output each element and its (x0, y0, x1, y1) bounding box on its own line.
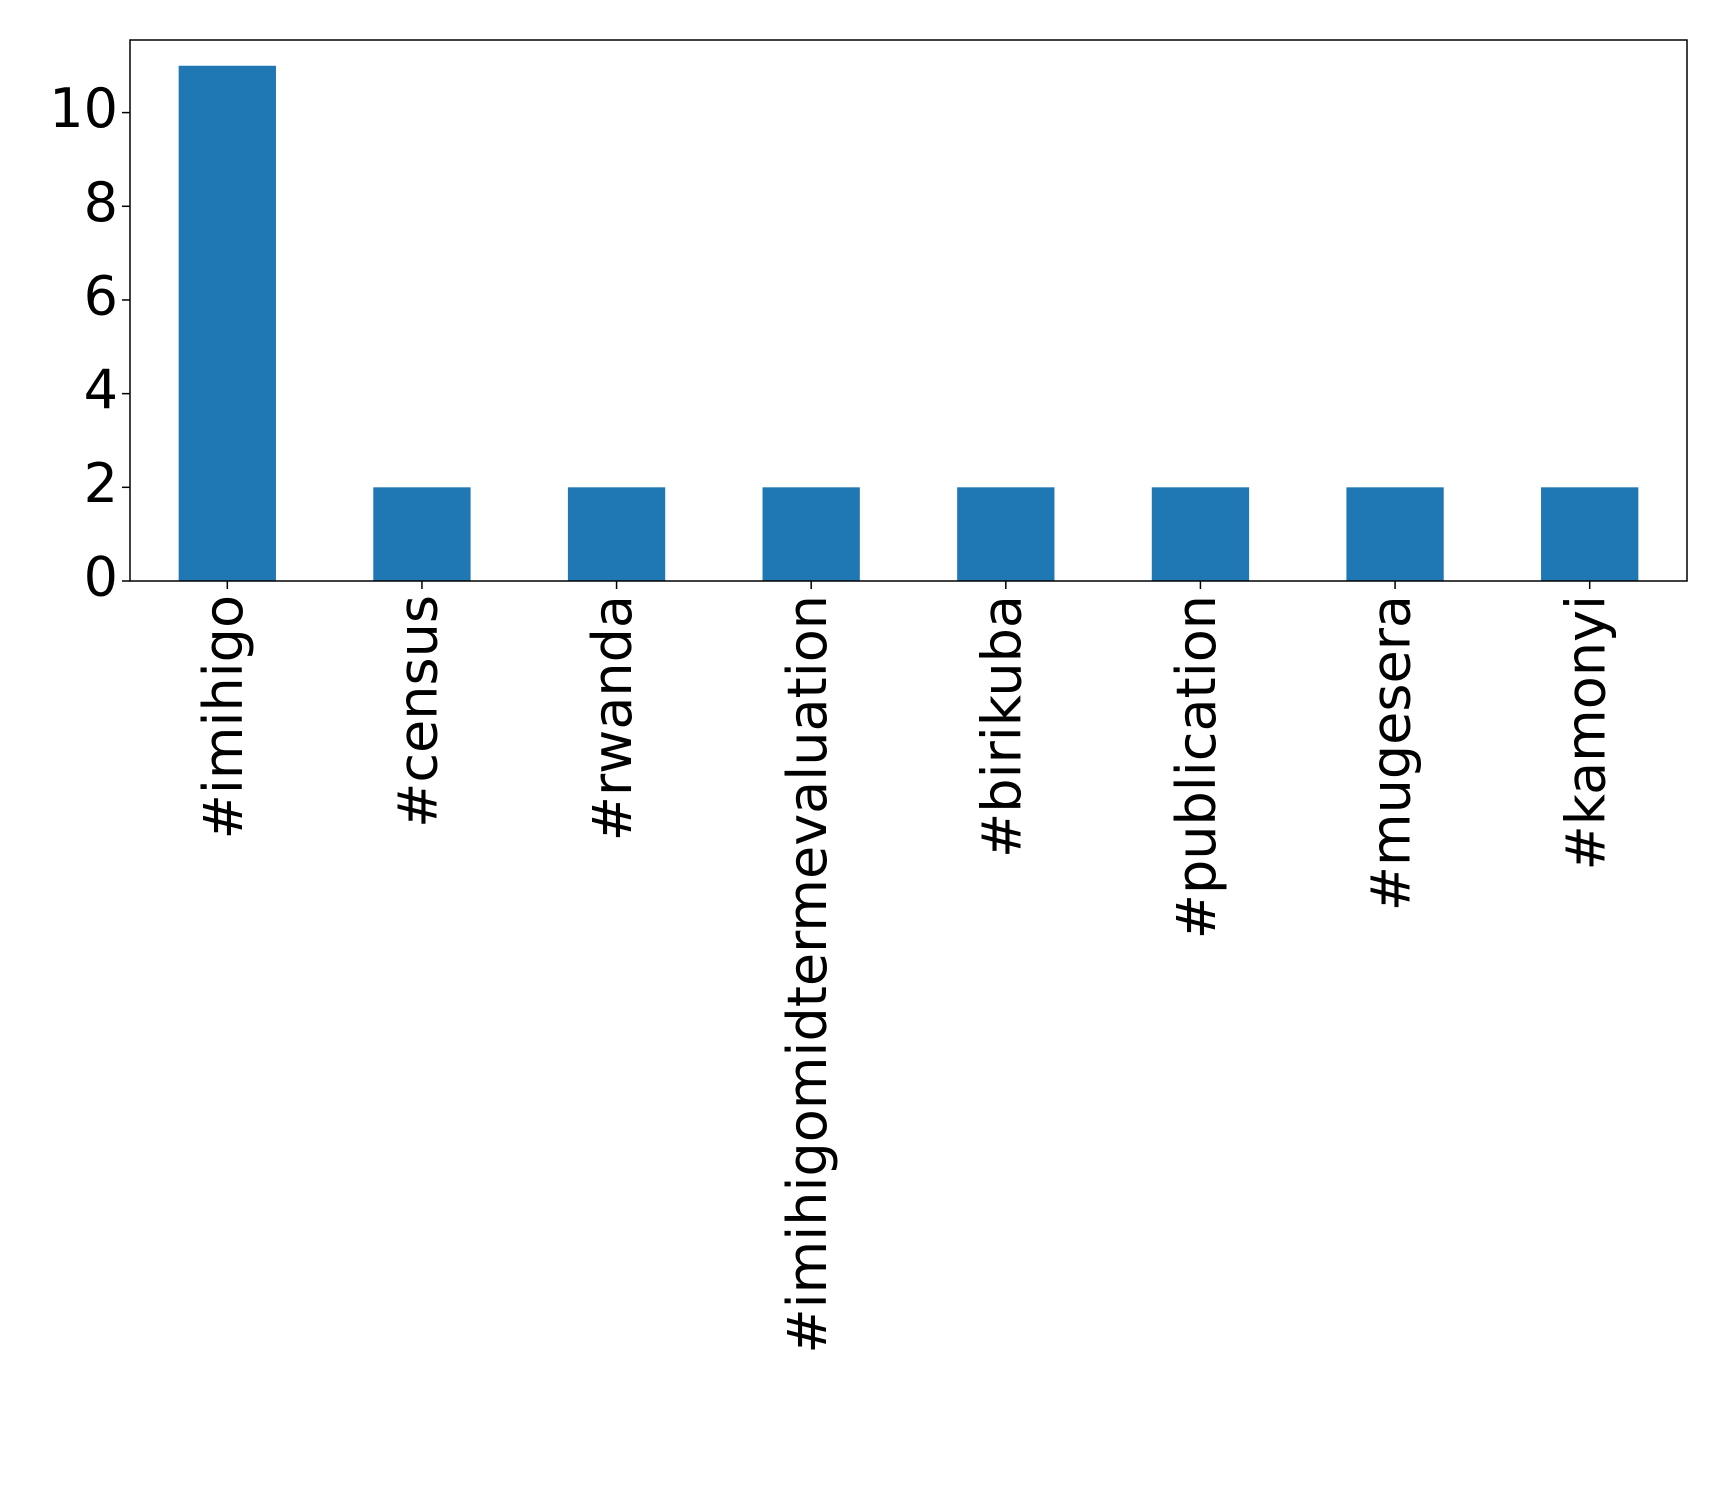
y-tick-label: 8 (84, 171, 118, 234)
bar (178, 65, 276, 581)
x-tick-label: #imihigo (192, 595, 255, 839)
bar (567, 487, 666, 581)
y-tick-label: 0 (84, 546, 118, 609)
x-tick-label: #rwanda (581, 595, 644, 841)
x-tick-label: #mugesera (1360, 595, 1423, 911)
y-tick-label: 2 (84, 452, 118, 515)
y-tick-label: 10 (49, 77, 118, 140)
y-tick-label: 6 (84, 265, 118, 328)
x-tick-label: #birikuba (970, 595, 1033, 858)
bar (373, 487, 471, 581)
x-tick-label: #publication (1165, 595, 1228, 939)
y-tick-label: 4 (84, 358, 118, 421)
bar (762, 487, 860, 581)
bar (1151, 487, 1250, 581)
x-tick-label: #imihigomidtermevaluation (776, 595, 839, 1354)
bar (957, 487, 1055, 581)
bar (1346, 487, 1444, 581)
x-tick-label: #kamonyi (1554, 595, 1617, 870)
bar (1541, 487, 1639, 581)
plot-frame (129, 39, 1688, 582)
x-tick-label: #census (387, 595, 450, 828)
